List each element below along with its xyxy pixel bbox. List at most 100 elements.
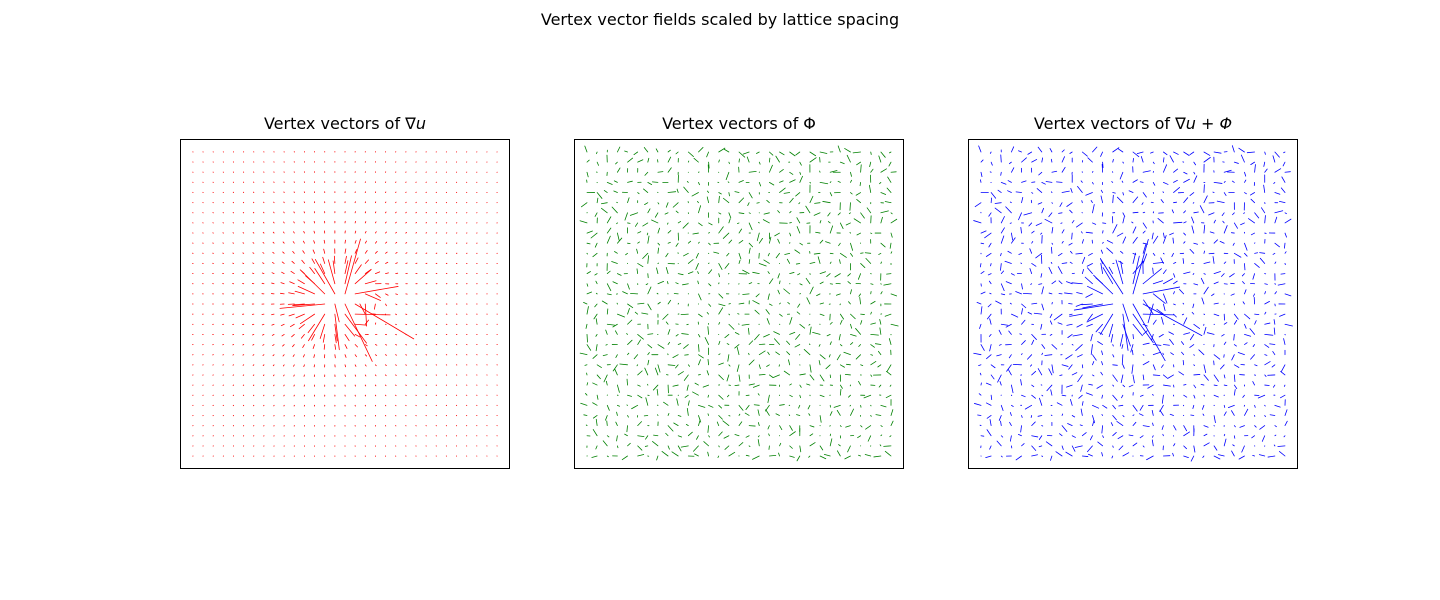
vector-arrow bbox=[990, 374, 995, 380]
vector-arrow bbox=[1282, 161, 1286, 167]
vector-arrow bbox=[799, 161, 802, 166]
vector-dot bbox=[486, 232, 488, 234]
vector-arrow bbox=[1097, 441, 1104, 447]
vector-arrow bbox=[757, 435, 760, 438]
vector-arrow bbox=[1284, 251, 1287, 254]
vector-arrow bbox=[675, 333, 679, 337]
vector-dot bbox=[496, 263, 498, 264]
vector-arrow bbox=[344, 313, 367, 344]
vector-dot bbox=[1203, 394, 1205, 396]
vector-arrow bbox=[1038, 283, 1043, 285]
vector-arrow bbox=[327, 259, 336, 285]
vector-arrow bbox=[1086, 313, 1104, 323]
vector-arrow bbox=[633, 151, 639, 156]
vector-arrow bbox=[1088, 252, 1093, 256]
vector-dot bbox=[496, 455, 498, 457]
vector-arrow bbox=[1051, 364, 1054, 374]
vector-arrow bbox=[1075, 344, 1083, 351]
vector-dot bbox=[233, 242, 234, 244]
vector-arrow bbox=[652, 384, 659, 391]
vector-arrow bbox=[844, 455, 851, 460]
vector-arrow bbox=[656, 267, 659, 275]
vector-arrow bbox=[1221, 333, 1225, 337]
vector-arrow bbox=[1223, 411, 1227, 416]
vector-arrow bbox=[1213, 281, 1219, 285]
vector-dot bbox=[758, 171, 760, 173]
vector-dot bbox=[202, 242, 204, 244]
vector-arrow bbox=[385, 261, 389, 264]
vector-arrow bbox=[885, 370, 892, 376]
vector-arrow bbox=[1162, 433, 1164, 437]
vector-dot bbox=[354, 415, 356, 416]
vector-arrow bbox=[809, 374, 815, 381]
vector-arrow bbox=[1087, 445, 1093, 453]
vector-dot bbox=[253, 171, 255, 173]
vector-arrow bbox=[1132, 323, 1143, 337]
vector-arrow bbox=[1061, 229, 1065, 234]
vector-arrow bbox=[374, 354, 377, 357]
vector-arrow bbox=[1049, 320, 1053, 325]
vector-arrow bbox=[634, 222, 639, 227]
vector-arrow bbox=[1274, 192, 1281, 195]
vector-arrow bbox=[834, 273, 841, 278]
vector-arrow bbox=[1059, 202, 1063, 207]
vector-dot bbox=[425, 273, 427, 275]
vector-arrow bbox=[292, 303, 316, 306]
vector-arrow bbox=[1152, 261, 1164, 264]
vector-arrow bbox=[606, 435, 610, 438]
vector-dot bbox=[476, 394, 478, 396]
vector-arrow bbox=[627, 339, 633, 345]
vector-arrow bbox=[1059, 433, 1063, 437]
vector-arrow bbox=[845, 222, 851, 226]
vector-arrow bbox=[728, 218, 731, 224]
vector-dot bbox=[212, 212, 214, 214]
vector-dot bbox=[687, 232, 689, 234]
vector-arrow bbox=[1027, 354, 1033, 360]
vector-arrow bbox=[293, 221, 295, 224]
vector-arrow bbox=[860, 320, 863, 325]
vector-dot bbox=[456, 242, 457, 244]
vector-dot bbox=[486, 252, 488, 254]
vector-arrow bbox=[789, 272, 795, 275]
vector-dot bbox=[486, 344, 488, 345]
vector-arrow bbox=[1031, 159, 1038, 163]
vector-arrow bbox=[606, 293, 612, 296]
vector-arrow bbox=[994, 207, 1002, 214]
vector-arrow bbox=[647, 157, 650, 163]
vector-dot bbox=[466, 394, 468, 396]
vector-dot bbox=[364, 435, 366, 437]
vector-arrow bbox=[364, 303, 368, 327]
vector-arrow bbox=[596, 364, 602, 368]
vector-arrow bbox=[1279, 394, 1286, 399]
vector-arrow bbox=[767, 271, 770, 275]
vector-dot bbox=[425, 425, 427, 427]
vector-arrow bbox=[1120, 250, 1124, 254]
vector-arrow bbox=[677, 343, 682, 345]
vector-arrow bbox=[1254, 404, 1256, 408]
vector-dot bbox=[616, 394, 618, 396]
vector-arrow bbox=[748, 192, 753, 199]
vector-arrow bbox=[1095, 277, 1104, 285]
vector-arrow bbox=[813, 212, 821, 216]
vector-arrow bbox=[1193, 374, 1201, 376]
vector-arrow bbox=[685, 423, 689, 427]
vector-arrow bbox=[644, 171, 649, 176]
vector-dot bbox=[1193, 273, 1195, 275]
vector-arrow bbox=[595, 333, 598, 337]
vector-dot bbox=[273, 425, 275, 427]
vector-arrow bbox=[747, 202, 750, 206]
vector-arrow bbox=[768, 374, 774, 379]
vector-dot bbox=[980, 212, 982, 214]
vector-arrow bbox=[694, 382, 699, 386]
vector-arrow bbox=[637, 339, 641, 345]
vector-arrow bbox=[676, 188, 679, 193]
vector-arrow bbox=[624, 433, 628, 437]
vector-arrow bbox=[1183, 455, 1189, 459]
vector-arrow bbox=[1222, 220, 1225, 224]
vector-arrow bbox=[687, 151, 694, 157]
vector-dot bbox=[1010, 394, 1012, 396]
vector-arrow bbox=[1090, 200, 1093, 204]
vector-dot bbox=[334, 171, 336, 173]
vector-dot bbox=[395, 181, 397, 183]
vector-arrow bbox=[789, 331, 796, 335]
